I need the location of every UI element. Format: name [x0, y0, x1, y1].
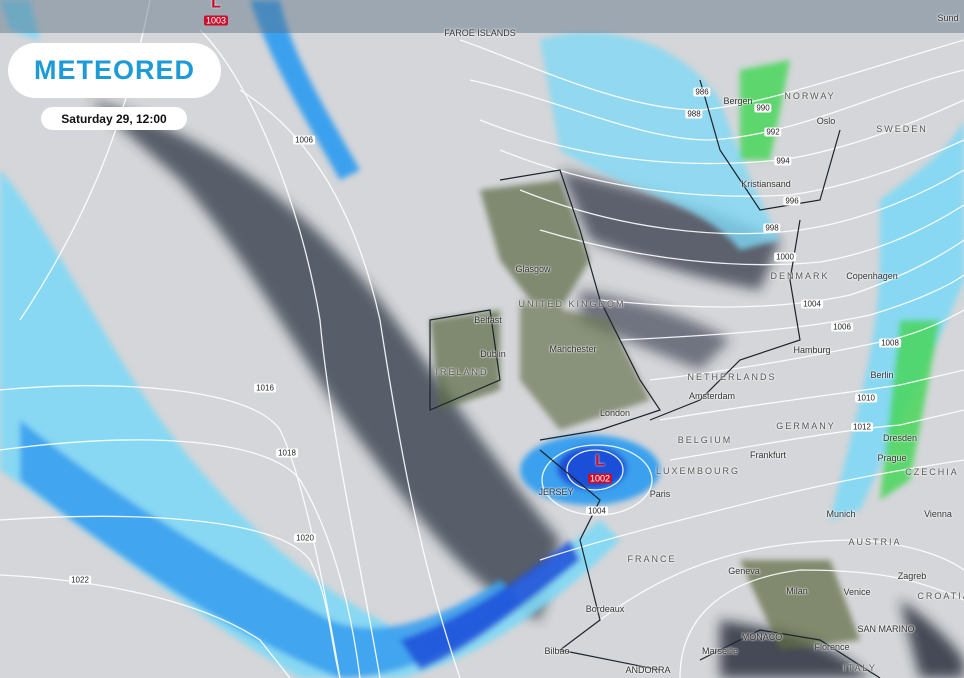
city-label: Bilbao: [544, 646, 570, 656]
low-symbol: L: [595, 452, 605, 470]
city-label: Amsterdam: [688, 391, 736, 401]
country-label: LUXEMBOURG: [655, 466, 741, 476]
city-label: Geneva: [728, 566, 760, 576]
city-label: Prague: [877, 453, 907, 463]
low-pressure-value: 1002: [587, 473, 613, 484]
isobar-label: 1006: [293, 135, 315, 145]
isobar-label: 1008: [879, 338, 901, 348]
isobar-label: 994: [774, 156, 792, 166]
isobar-label: 1000: [774, 252, 796, 262]
low-pressure-marker: L 1002: [587, 452, 613, 487]
city-label: Paris: [649, 489, 671, 499]
coastlines: [429, 79, 881, 678]
land-patches: [430, 180, 860, 650]
country-label: SWEDEN: [876, 124, 928, 134]
city-label: Berlin: [870, 370, 894, 380]
city-label: Milan: [786, 586, 808, 596]
isobar-label: 1018: [276, 448, 298, 458]
city-label: MONACO: [741, 632, 783, 642]
city-label: Sund: [937, 13, 959, 23]
country-label: NORWAY: [784, 91, 836, 101]
city-label: JERSEY: [538, 487, 574, 497]
country-label: AUSTRIA: [848, 537, 902, 547]
city-label: Frankfurt: [749, 450, 787, 460]
country-label: FRANCE: [627, 554, 677, 564]
country-label: DENMARK: [770, 271, 830, 281]
country-label: CZECHIA: [905, 467, 959, 477]
isobar-label: 1006: [831, 322, 853, 332]
city-label: Oslo: [816, 116, 836, 126]
low-pressure-marker: L 1003: [203, 0, 229, 29]
city-label: Zagreb: [897, 571, 927, 581]
country-label: UNITED KINGDOM: [518, 299, 626, 309]
city-label: ANDORRA: [625, 665, 671, 675]
top-overlay-bar: [0, 0, 964, 33]
city-label: London: [599, 408, 631, 418]
city-label: FAROE ISLANDS: [444, 28, 516, 38]
city-label: Bordeaux: [585, 604, 625, 614]
isobar-label: 1004: [586, 506, 608, 516]
city-label: Dublin: [480, 349, 506, 359]
low-symbol: L: [211, 0, 221, 12]
city-label: Kristiansand: [741, 179, 791, 189]
city-label: Belfast: [474, 315, 502, 325]
city-label: Marseille: [701, 646, 739, 656]
logo-text: METEORED: [33, 55, 195, 85]
forecast-timestamp: Saturday 29, 12:00: [41, 107, 187, 130]
isobar-label: 996: [783, 196, 801, 206]
isobar-label: 1004: [801, 299, 823, 309]
city-label: Dresden: [882, 433, 918, 443]
isobar-label: 1010: [855, 393, 877, 403]
city-label: Glasgow: [515, 264, 551, 274]
isobar-label: 1012: [851, 422, 873, 432]
city-label: Munich: [826, 509, 856, 519]
isobar-label: 998: [763, 223, 781, 233]
city-label: Florence: [814, 642, 850, 652]
isobar-label: 986: [693, 87, 711, 97]
meteored-logo: METEORED: [8, 43, 221, 98]
isobar-label: 988: [685, 109, 703, 119]
country-label: GERMANY: [776, 421, 836, 431]
isobar-label: 1022: [69, 575, 91, 585]
isobar-label: 1020: [294, 533, 316, 543]
isobar-label: 992: [764, 127, 782, 137]
low-pressure-value: 1003: [203, 15, 229, 26]
city-label: SAN MARINO: [857, 624, 915, 634]
isobar-label: 1016: [254, 383, 276, 393]
city-label: Hamburg: [793, 345, 831, 355]
city-label: Bergen: [723, 96, 753, 106]
isobar-label: 990: [754, 103, 772, 113]
city-label: Copenhagen: [846, 271, 898, 281]
city-label: Manchester: [549, 344, 597, 354]
city-label: Venice: [843, 587, 871, 597]
country-label: ITALY: [843, 663, 877, 673]
country-label: BELGIUM: [677, 435, 733, 445]
country-label: CROATIA: [917, 591, 964, 601]
country-label: NETHERLANDS: [687, 372, 777, 382]
city-label: Vienna: [924, 509, 952, 519]
country-label: IRELAND: [435, 367, 489, 377]
